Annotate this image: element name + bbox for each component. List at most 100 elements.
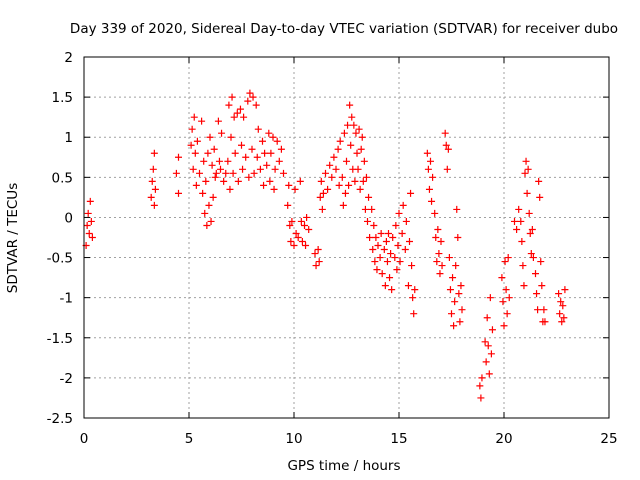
data-point [248, 145, 256, 153]
data-point [192, 181, 200, 189]
data-point [249, 93, 257, 101]
data-point [263, 161, 271, 169]
data-point [225, 101, 233, 109]
data-point [446, 286, 454, 294]
data-point [452, 262, 460, 270]
y-tick-label: -1 [60, 291, 73, 307]
data-point [352, 129, 360, 137]
data-point [292, 229, 300, 237]
data-point [373, 266, 381, 274]
data-point [482, 358, 490, 366]
data-point [429, 173, 437, 181]
data-point [203, 221, 211, 229]
data-point [511, 217, 518, 225]
data-point [326, 161, 334, 169]
data-point [200, 157, 208, 165]
data-point [149, 165, 157, 173]
data-point [199, 189, 207, 197]
data-point [425, 185, 433, 193]
data-point [245, 173, 253, 181]
data-point [378, 270, 386, 278]
y-tick-label: -2.5 [47, 411, 73, 427]
y-tick-label: -2 [60, 371, 73, 387]
data-point [322, 169, 329, 177]
grid-lines [84, 57, 609, 418]
data-point [360, 157, 368, 165]
data-point [517, 217, 525, 225]
data-point [260, 181, 268, 189]
data-point [354, 165, 362, 173]
data-point [254, 125, 262, 133]
data-point [364, 217, 371, 225]
data-point [501, 258, 509, 266]
data-point [316, 193, 324, 201]
x-tick-label: 15 [390, 431, 407, 447]
data-point [294, 234, 302, 241]
y-axis-ticks: 2 1.5 1 0.5 0 -0.5 -1 -1.5 -2 -2.5 [47, 50, 609, 427]
data-point [190, 113, 198, 121]
data-point [435, 250, 443, 258]
data-point [370, 221, 378, 229]
y-tick-label: 2 [64, 50, 73, 66]
data-point [525, 209, 533, 217]
data-point [207, 217, 215, 225]
data-point [311, 250, 319, 258]
data-point [240, 113, 248, 121]
data-point [275, 157, 283, 165]
data-point [385, 229, 392, 237]
data-point [226, 185, 234, 193]
data-point [520, 282, 528, 290]
data-point [499, 298, 507, 306]
data-points [82, 89, 569, 402]
data-point [374, 242, 382, 250]
data-point [443, 165, 451, 173]
data-point [208, 161, 216, 169]
data-point [228, 93, 236, 101]
data-point [287, 238, 295, 246]
data-point [394, 242, 402, 250]
data-point [529, 254, 537, 262]
data-point [502, 286, 510, 294]
data-point [424, 165, 432, 173]
data-point [357, 145, 365, 153]
data-point [556, 310, 564, 318]
data-point [366, 234, 374, 241]
data-point [291, 185, 299, 193]
data-point [280, 169, 287, 177]
data-point [407, 189, 415, 197]
data-point [150, 149, 158, 157]
data-point [398, 229, 406, 237]
data-point [189, 165, 197, 173]
data-point [522, 157, 530, 165]
data-point [302, 242, 310, 250]
data-point [150, 201, 158, 209]
data-point [84, 209, 92, 217]
data-point [431, 209, 439, 217]
data-point [269, 133, 277, 141]
data-point [229, 169, 237, 177]
data-point [410, 310, 418, 318]
data-point [436, 270, 444, 278]
data-point [484, 342, 492, 350]
data-point [428, 197, 436, 205]
data-point [401, 246, 409, 254]
data-point [450, 322, 458, 330]
data-point [524, 165, 532, 173]
data-point [433, 258, 441, 266]
data-point [285, 181, 293, 189]
data-point [393, 266, 401, 274]
data-point [330, 153, 338, 161]
data-point [286, 221, 294, 229]
data-point [341, 189, 349, 197]
y-tick-label: -0.5 [47, 251, 73, 267]
data-point [359, 177, 367, 185]
data-point [399, 201, 407, 209]
data-point [371, 258, 379, 266]
data-point [239, 165, 247, 173]
data-point [273, 137, 281, 145]
y-tick-label: 0.5 [52, 170, 73, 186]
data-point [209, 193, 217, 201]
data-point [172, 169, 180, 177]
data-point [477, 394, 485, 402]
y-tick-label: 1 [64, 130, 73, 146]
